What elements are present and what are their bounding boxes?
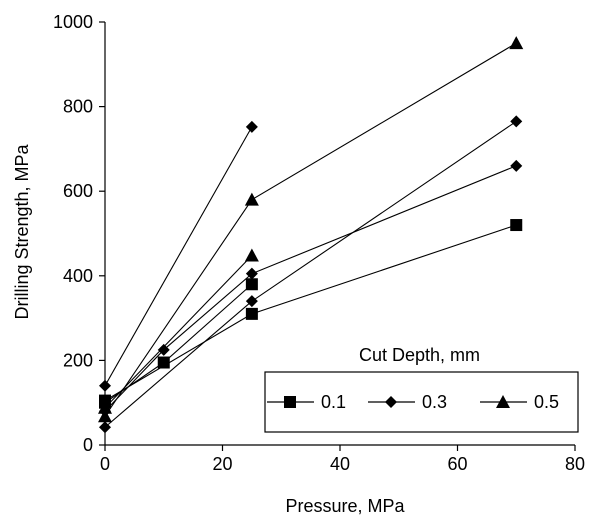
data-point: [99, 394, 111, 407]
series-3: [99, 120, 258, 392]
legend-label: 0.1: [321, 392, 346, 412]
series-line: [104, 165, 517, 412]
data-point: [244, 192, 259, 206]
series-layer: [98, 36, 524, 434]
legend-items: 0.1 0.3 0.5: [267, 392, 559, 412]
legend-marker: [496, 395, 510, 408]
data-point: [245, 307, 258, 320]
legend-item-0.3: 0.3: [368, 392, 447, 412]
legend-item-0.5: 0.5: [480, 392, 559, 412]
legend-box: [264, 371, 579, 433]
legend-marker: [385, 396, 397, 408]
data-point: [157, 356, 170, 369]
y-tick-label: 600: [63, 181, 93, 201]
y-tick-label: 200: [63, 350, 93, 370]
y-tick-label: 400: [63, 266, 93, 286]
data-point: [245, 120, 258, 133]
series-5: [99, 115, 523, 434]
x-tick-label: 0: [100, 454, 110, 474]
x-axis-title: Pressure, MPa: [285, 496, 405, 516]
data-point: [98, 400, 112, 414]
y-axis-title: Drilling Strength, MPa: [12, 143, 32, 319]
data-point: [510, 115, 523, 128]
axes: 0 200 400 600 800 1000 0 20 40 60 80: [53, 12, 585, 474]
x-tick-label: 40: [330, 454, 350, 474]
series-2: [99, 219, 523, 407]
data-point: [509, 36, 524, 50]
data-point: [245, 267, 258, 280]
y-tick-label: 800: [63, 97, 93, 117]
data-point: [98, 409, 112, 423]
x-tick-label: 20: [212, 454, 232, 474]
data-point: [510, 219, 523, 232]
data-point: [510, 159, 523, 172]
legend-label: 0.5: [534, 392, 559, 412]
data-point: [157, 343, 170, 356]
x-tick-label: 80: [565, 454, 585, 474]
series-line: [104, 255, 253, 409]
legend: Cut Depth, mm 0.1 0.3 0.5: [264, 345, 579, 433]
series-line: [104, 126, 253, 387]
data-point: [244, 248, 259, 262]
x-tick-label: 60: [447, 454, 467, 474]
legend-item-0.1: 0.1: [267, 392, 346, 412]
legend-marker: [284, 396, 296, 408]
series-7: [98, 248, 259, 414]
legend-label: 0.3: [422, 392, 447, 412]
y-tick-label: 1000: [53, 12, 93, 32]
series-6: [98, 36, 524, 423]
data-point: [245, 278, 258, 291]
y-tick-label: 0: [83, 435, 93, 455]
legend-title: Cut Depth, mm: [359, 345, 480, 365]
data-point: [99, 379, 111, 392]
data-point: [245, 295, 258, 308]
data-point: [99, 421, 111, 434]
